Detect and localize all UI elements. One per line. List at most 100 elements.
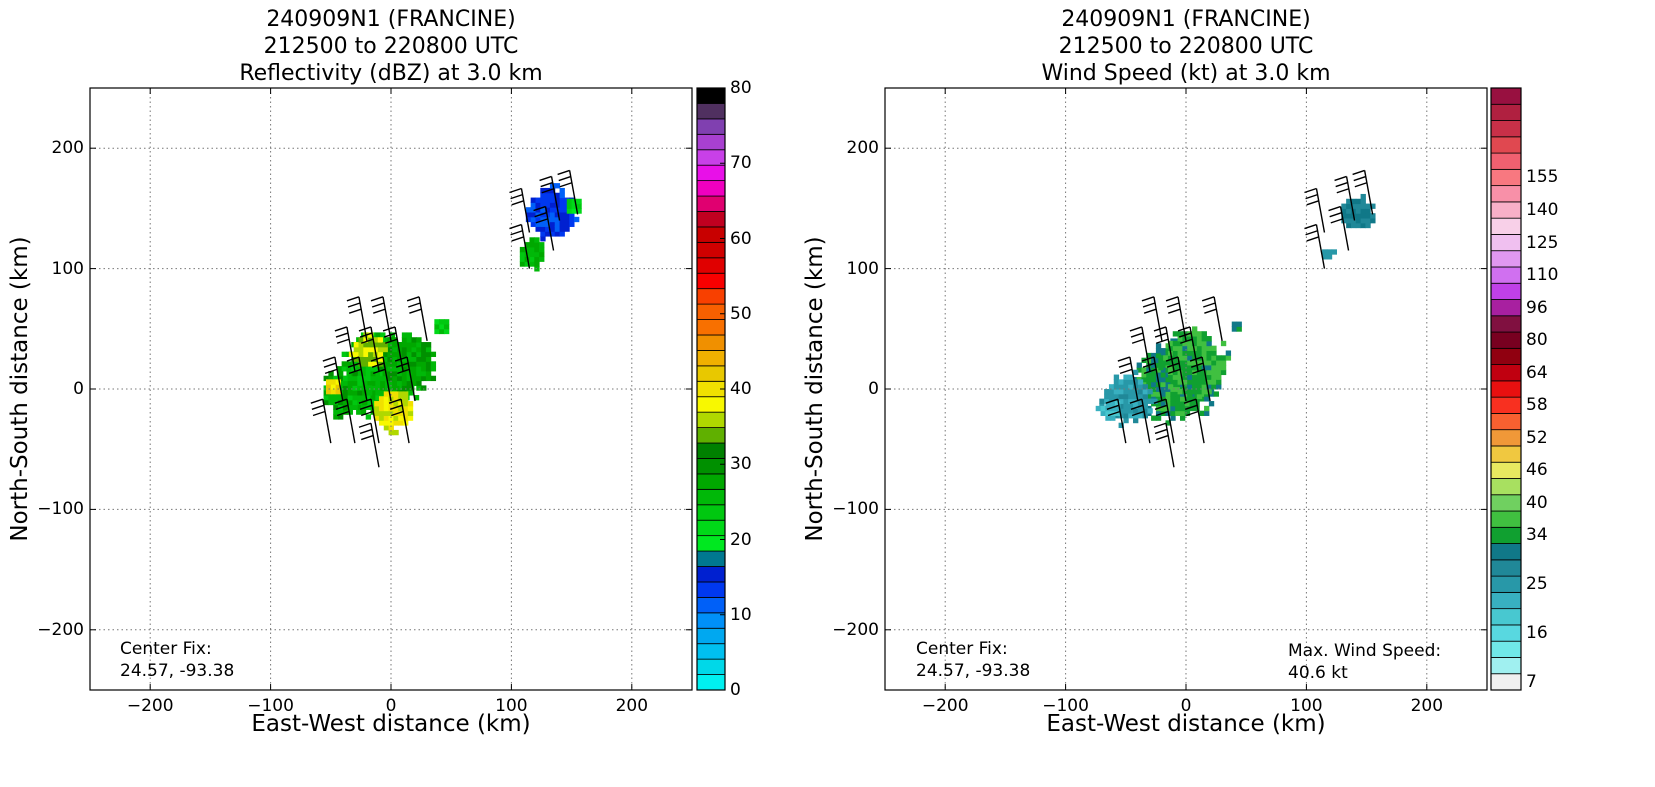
right-data-cell — [1160, 401, 1167, 407]
right-data-cell — [1201, 345, 1207, 351]
left-data-cell — [347, 380, 353, 386]
left-data-cell — [338, 414, 344, 420]
left-data-cell — [341, 351, 347, 357]
right-y-tick-label: −100 — [832, 499, 879, 520]
left-data-cell — [323, 375, 329, 382]
right-colorbar-segment — [1490, 429, 1522, 447]
left-x-tick-label: −100 — [247, 696, 294, 716]
right-data-cell — [1146, 376, 1152, 383]
left-data-cell — [401, 366, 408, 372]
left-data-cell — [377, 366, 384, 372]
right-data-cell — [1225, 355, 1232, 361]
right-data-cell — [1142, 389, 1148, 395]
left-colorbar-segment — [696, 180, 726, 197]
left-data-cell — [377, 351, 384, 357]
right-center-fix-note: Center Fix: 24.57, -93.38 — [916, 638, 1030, 682]
left-data-cell — [540, 226, 546, 232]
right-colorbar-tick-label: 58 — [1526, 395, 1548, 416]
left-data-cell — [411, 366, 417, 372]
right-data-cell — [1206, 384, 1212, 390]
right-data-cell — [1177, 345, 1183, 351]
left-colorbar-segment — [696, 226, 726, 243]
left-data-cell — [411, 342, 417, 348]
left-data-cell — [353, 356, 359, 362]
left-colorbar-segment — [696, 488, 726, 506]
right-data-cell — [1355, 198, 1362, 205]
left-data-cell — [382, 361, 388, 367]
left-data-cell — [439, 323, 445, 330]
left-colorbar-segment — [696, 87, 726, 104]
left-data-cell — [549, 202, 556, 208]
right-data-cell — [1182, 389, 1188, 395]
right-data-cell — [1182, 369, 1188, 376]
right-data-cell — [1123, 389, 1129, 395]
right-data-cell — [1182, 355, 1188, 361]
right-x-axis-label: East-West distance (km) — [1046, 711, 1326, 737]
left-data-cell — [421, 351, 427, 357]
left-data-cell — [360, 366, 367, 372]
right-data-cell — [1187, 369, 1193, 376]
right-data-cell — [1199, 410, 1205, 416]
right-data-cell — [1110, 405, 1116, 412]
right-data-cell — [1141, 376, 1147, 383]
left-colorbar-tick-label: 20 — [730, 529, 752, 550]
right-data-cell — [1211, 384, 1217, 390]
left-data-cell — [530, 197, 536, 203]
right-colorbar-tick-label: 25 — [1526, 574, 1548, 595]
left-colorbar-tick-label: 30 — [730, 454, 752, 475]
right-data-cell — [1165, 391, 1171, 397]
right-data-cell — [1196, 350, 1203, 356]
right-data-cell — [1172, 374, 1179, 380]
left-data-cell — [353, 351, 359, 357]
left-data-cell — [353, 346, 359, 353]
right-data-cell — [1196, 379, 1203, 385]
right-data-cell — [1123, 398, 1129, 404]
right-data-cell — [1114, 410, 1121, 416]
right-wind-barb — [1165, 296, 1187, 341]
left-data-cell — [370, 375, 376, 382]
right-data-cell — [1142, 398, 1148, 404]
left-data-cell — [378, 415, 385, 421]
right-data-cell — [1370, 203, 1376, 209]
right-data-cell — [1128, 389, 1134, 395]
left-data-cell — [416, 385, 422, 391]
right-data-cell — [1118, 422, 1124, 429]
left-data-cell — [401, 342, 408, 348]
left-data-cell — [540, 207, 546, 213]
right-data-cell — [1192, 360, 1198, 366]
left-colorbar-tick-label: 70 — [730, 153, 752, 174]
right-data-cell — [1360, 208, 1366, 214]
left-data-cell — [406, 332, 412, 338]
right-data-cell — [1341, 203, 1347, 209]
right-data-cell — [1123, 408, 1129, 414]
right-wind-barb — [1153, 422, 1175, 468]
right-data-cell — [1151, 386, 1157, 392]
left-data-cell — [534, 242, 540, 248]
left-data-cell — [549, 187, 556, 194]
right-data-cell — [1177, 360, 1183, 366]
left-data-cell — [534, 256, 540, 262]
right-x-tick-label: 0 — [1180, 696, 1192, 716]
right-data-cell — [1136, 367, 1142, 373]
left-data-cell — [333, 375, 339, 382]
left-data-cell — [559, 216, 565, 223]
right-data-cell — [1206, 374, 1212, 380]
left-title-line-2: 212500 to 220800 UTC — [263, 34, 519, 59]
left-data-cell — [368, 346, 374, 353]
left-data-cell — [338, 375, 344, 382]
left-data-cell — [540, 187, 546, 194]
left-data-cell — [397, 380, 403, 386]
left-data-cell — [375, 370, 381, 377]
right-data-cell — [1201, 389, 1207, 395]
left-data-cell — [576, 208, 582, 214]
left-data-cell — [387, 366, 393, 372]
right-data-cell — [1192, 364, 1198, 371]
left-data-cell — [388, 415, 394, 421]
right-y-axis-label: North-South distance (km) — [802, 236, 828, 542]
right-data-cell — [1152, 398, 1158, 404]
right-data-cell — [1182, 360, 1188, 366]
left-data-cell — [380, 390, 386, 396]
left-title-line-1: 240909N1 (FRANCINE) — [266, 7, 516, 32]
right-colorbar-segment — [1490, 266, 1522, 284]
left-data-cell — [407, 405, 414, 412]
